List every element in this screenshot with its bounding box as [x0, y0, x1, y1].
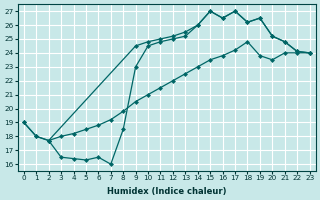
- X-axis label: Humidex (Indice chaleur): Humidex (Indice chaleur): [107, 187, 227, 196]
